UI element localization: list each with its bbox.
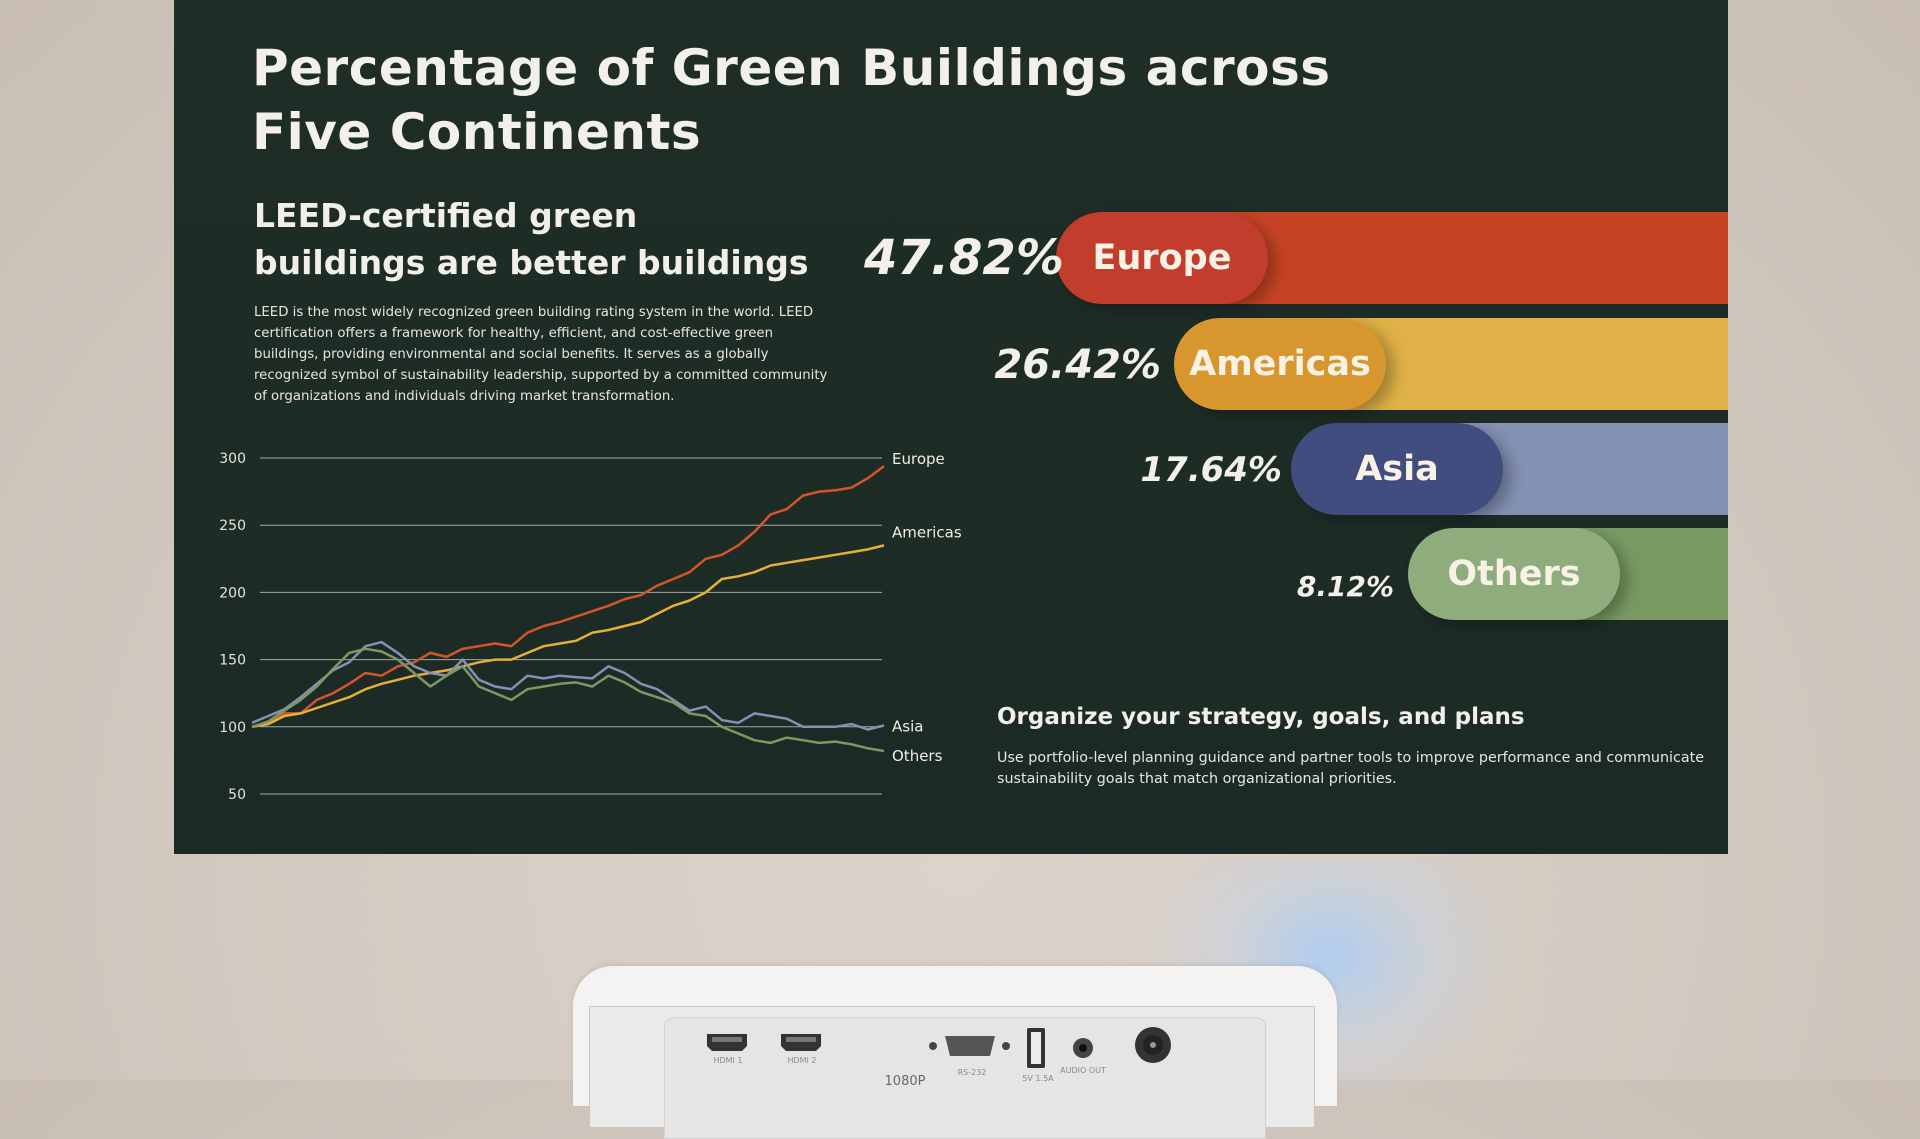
- rs232-port-icon: [929, 1036, 1010, 1056]
- series-line-asia: [251, 640, 885, 731]
- rear-port-panel: HDMI 1 HDMI 2 RS-232 5V 1.5A AUDIO OUT 1…: [589, 1006, 1315, 1139]
- series-label-europe: Europe: [892, 450, 945, 468]
- port-icons: [707, 1027, 1171, 1068]
- series-line-americas: [251, 544, 885, 729]
- series-label-americas: Americas: [892, 523, 962, 541]
- slide-title: Percentage of Green Buildings across Fiv…: [252, 39, 1331, 161]
- presentation-screen: Percentage of Green Buildings across Fiv…: [174, 0, 1728, 854]
- audio-out-label: AUDIO OUT: [1060, 1066, 1106, 1075]
- series-line-europe: [251, 465, 885, 729]
- rs232-label: RS-232: [957, 1068, 987, 1077]
- bar-label-europe: Europe: [1056, 212, 1268, 304]
- bar-percent-americas: 26.42%: [994, 342, 1161, 388]
- audio-out-port-icon: [1073, 1038, 1093, 1058]
- y-tick-label: 150: [219, 653, 246, 669]
- bar-percent-europe: 47.82%: [864, 230, 1064, 286]
- organize-heading: Organize your strategy, goals, and plans: [997, 704, 1525, 730]
- line-chart: 300 250 200 150 100 50 Europe Americas Asia Other…: [219, 450, 962, 803]
- bar-row-others: Others: [1408, 528, 1728, 620]
- bar-row-americas: Americas: [1174, 318, 1728, 410]
- usb-label: 5V 1.5A: [1022, 1074, 1054, 1083]
- organize-text: Use portfolio-level planning guidance an…: [997, 750, 1705, 787]
- power-port-icon: [1135, 1027, 1171, 1063]
- slide-subtitle: LEED-certified green buildings are bette…: [254, 196, 809, 282]
- projector-device: HDMI 1 HDMI 2 RS-232 5V 1.5A AUDIO OUT 1…: [573, 966, 1337, 1139]
- y-tick-label: 50: [228, 787, 246, 803]
- series-label-asia: Asia: [892, 717, 923, 735]
- slide-description: LEED is the most widely recognized green…: [254, 305, 828, 404]
- port-recess: HDMI 1 HDMI 2 RS-232 5V 1.5A AUDIO OUT 1…: [664, 1017, 1266, 1139]
- bar-row-europe: Europe: [1056, 212, 1728, 304]
- resolution-badge: 1080P: [884, 1074, 926, 1089]
- bar-label-others: Others: [1408, 528, 1620, 620]
- bar-label-asia: Asia: [1291, 423, 1503, 515]
- hdmi2-label: HDMI 2: [787, 1056, 817, 1065]
- hdmi-port-1-icon: [707, 1034, 747, 1051]
- series-line-others: [251, 647, 885, 753]
- hdmi1-label: HDMI 1: [713, 1056, 743, 1065]
- bar-label-americas: Americas: [1174, 318, 1386, 410]
- series-label-others: Others: [892, 747, 943, 765]
- y-tick-label: 200: [219, 585, 246, 601]
- usb-port-icon: [1027, 1028, 1045, 1068]
- y-tick-label: 250: [219, 518, 246, 534]
- hdmi-port-2-icon: [781, 1034, 821, 1051]
- bar-row-asia: Asia: [1291, 423, 1728, 515]
- bar-percent-others: 8.12%: [1296, 570, 1394, 603]
- y-tick-label: 300: [219, 451, 246, 467]
- bar-percent-asia: 17.64%: [1140, 450, 1282, 490]
- y-tick-label: 100: [219, 720, 246, 736]
